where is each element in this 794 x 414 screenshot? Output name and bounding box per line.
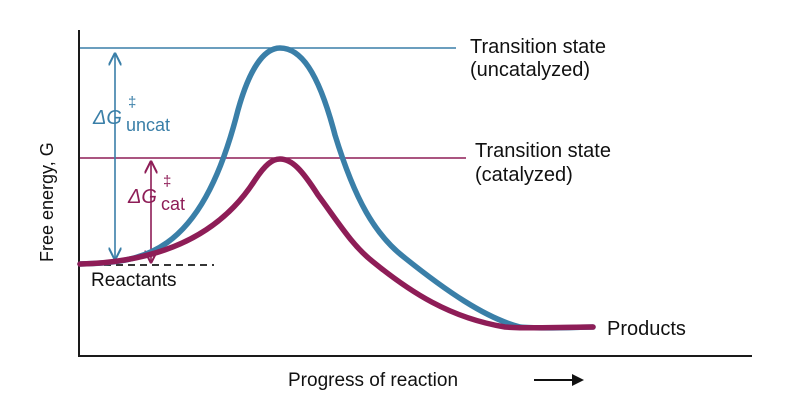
ts-cat-label-line1: Transition state bbox=[475, 140, 611, 162]
delta-g-uncat-subscript: uncat bbox=[126, 115, 170, 135]
delta-g-cat-symbol: ΔG bbox=[127, 186, 157, 208]
delta-g-cat-subscript: cat bbox=[161, 194, 185, 214]
catalyzed-curve bbox=[77, 156, 596, 331]
x-axis-label: Progress of reaction bbox=[288, 370, 458, 391]
products-label: Products bbox=[607, 318, 686, 340]
x-axis-arrow-head bbox=[572, 374, 584, 386]
delta-g-uncat-superscript: ‡ bbox=[128, 94, 136, 111]
ts-cat-label-line2: (catalyzed) bbox=[475, 164, 573, 186]
delta-g-uncat-label: ΔG bbox=[92, 107, 122, 129]
delta-g-cat-superscript: ‡ bbox=[163, 173, 171, 190]
ts-uncat-label-line1: Transition state bbox=[470, 36, 606, 58]
delta-g-uncat-symbol: ΔG bbox=[92, 107, 122, 129]
reactants-label: Reactants bbox=[91, 270, 177, 291]
y-axis-label: Free energy, G bbox=[37, 142, 57, 262]
delta-g-cat-label: ΔG bbox=[127, 186, 157, 208]
ts-uncat-label-line2: (uncatalyzed) bbox=[470, 59, 590, 81]
uncatalyzed-curve bbox=[77, 45, 596, 331]
